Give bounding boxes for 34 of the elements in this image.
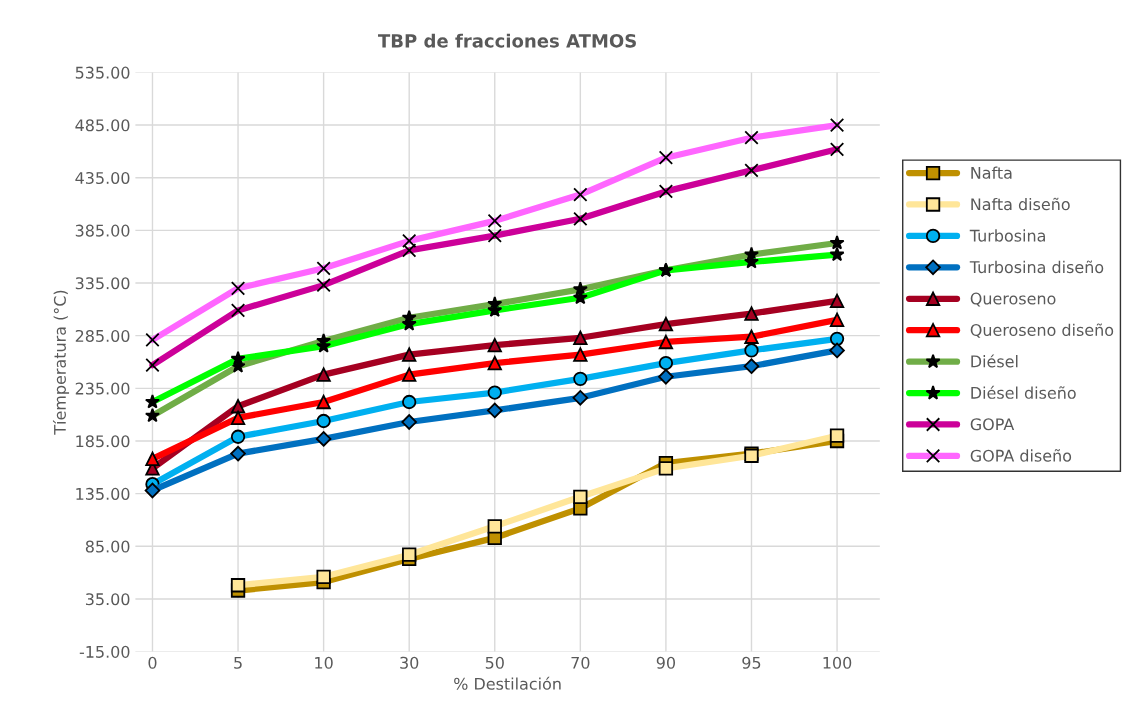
y-tick-label: 35.00 bbox=[85, 593, 130, 606]
y-tick-label: 335.00 bbox=[75, 277, 130, 290]
y-tick-label: 85.00 bbox=[85, 540, 130, 553]
legend-label: Queroseno diseño bbox=[970, 323, 1114, 338]
x-tick-label: 70 bbox=[571, 656, 590, 669]
y-tick-label: 435.00 bbox=[75, 171, 130, 184]
legend-label: GOPA bbox=[970, 418, 1015, 431]
x-tick-label: 0 bbox=[148, 656, 157, 669]
y-tick-label: 485.00 bbox=[75, 119, 130, 132]
y-tick-label: 385.00 bbox=[75, 224, 130, 237]
y-tick-label: 285.00 bbox=[75, 329, 130, 342]
x-tick-label: 5 bbox=[234, 656, 242, 669]
chart-title: TBP de fracciones ATMOS bbox=[378, 33, 636, 48]
legend-label: Nafta bbox=[971, 166, 1012, 179]
legend-label: Queroseno bbox=[970, 292, 1056, 307]
legend-label: Nafta diseño bbox=[971, 197, 1070, 211]
x-tick-label: 95 bbox=[742, 656, 761, 669]
x-tick-label: 10 bbox=[315, 656, 333, 669]
y-tick-label: 185.00 bbox=[76, 435, 130, 448]
x-tick-label: 100 bbox=[823, 656, 852, 669]
legend-label: Diésel diseño bbox=[971, 385, 1076, 399]
legend-label: Turbosina bbox=[969, 229, 1045, 242]
x-tick-label: 50 bbox=[485, 656, 504, 669]
y-tick-label: 135.00 bbox=[76, 487, 130, 500]
y-tick-label: -15.00 bbox=[79, 645, 130, 658]
x-tick-label: 90 bbox=[656, 656, 676, 669]
y-tick-label: 535.00 bbox=[75, 66, 130, 79]
y-axis-title: Tíemperatura (°C) bbox=[52, 290, 70, 435]
x-axis-title: % Destilación bbox=[454, 676, 561, 690]
legend-label: Turbosina diseño bbox=[969, 260, 1104, 274]
x-tick-label: 30 bbox=[400, 656, 419, 669]
y-tick-label: 235.00 bbox=[75, 382, 130, 395]
legend-label: GOPA diseño bbox=[970, 449, 1072, 462]
legend-label: Diésel bbox=[971, 354, 1018, 368]
